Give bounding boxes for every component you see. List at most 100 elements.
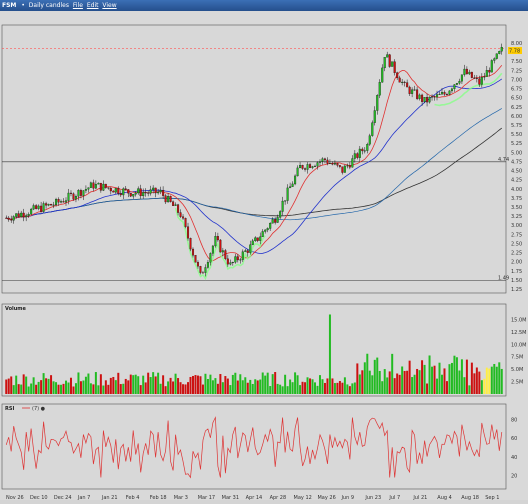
menu-edit[interactable]: Edit xyxy=(86,2,99,9)
candle-body xyxy=(296,167,299,177)
volume-bar xyxy=(381,381,384,394)
volume-bar xyxy=(301,381,304,394)
volume-bar xyxy=(194,375,197,394)
volume-bar xyxy=(261,372,264,394)
candle-body xyxy=(87,187,90,190)
candle-body xyxy=(172,201,175,206)
candle-body xyxy=(216,236,219,241)
candle-body xyxy=(453,84,456,90)
menu-file[interactable]: File xyxy=(72,2,83,9)
candle-body xyxy=(129,193,132,197)
price-tick-label: 5.00 xyxy=(511,150,522,156)
volume-bar xyxy=(353,382,356,394)
x-tick-label: Nov 26 xyxy=(6,495,24,500)
price-tick-label: 8.00 xyxy=(511,41,522,47)
volume-bar xyxy=(286,386,289,394)
x-tick-label: Apr 14 xyxy=(246,495,263,500)
candle-body xyxy=(211,245,214,254)
price-tick-label: 7.25 xyxy=(511,68,522,74)
volume-bar xyxy=(351,383,354,394)
candle-body xyxy=(152,187,155,190)
candle-body xyxy=(239,259,242,261)
price-tick-label: 1.50 xyxy=(511,278,522,284)
candle-body xyxy=(214,236,217,247)
volume-bar xyxy=(177,378,180,394)
chart-area[interactable]: 8.007.757.507.257.006.756.506.256.005.75… xyxy=(0,11,528,501)
volume-bar xyxy=(112,376,115,394)
volume-bar xyxy=(219,374,222,394)
candle-body xyxy=(179,212,182,217)
candle-body xyxy=(299,165,302,169)
volume-bar xyxy=(30,383,33,394)
rsi-tick-label: 40 xyxy=(511,455,517,461)
volume-bar xyxy=(231,374,234,394)
volume-bar xyxy=(22,374,25,394)
volume-tick-label: 2.5M xyxy=(511,380,523,386)
volume-bar xyxy=(169,377,172,394)
rsi-line xyxy=(5,416,503,479)
volume-bar xyxy=(438,362,441,394)
candle-body xyxy=(117,188,120,194)
candle-body xyxy=(326,159,329,164)
candle-body xyxy=(286,187,289,201)
volume-bar xyxy=(104,380,107,394)
volume-bar xyxy=(488,368,491,394)
rsi-legend: (7) ● xyxy=(32,406,46,412)
candle-body xyxy=(45,203,48,206)
candle-body xyxy=(438,93,441,95)
volume-bar xyxy=(67,382,70,394)
volume-bar xyxy=(20,384,23,394)
menu-view[interactable]: View xyxy=(102,2,117,9)
candle-body xyxy=(104,183,107,188)
volume-bar xyxy=(246,382,249,394)
volume-bar xyxy=(396,373,399,394)
volume-bar xyxy=(239,374,242,394)
last-price-label: 7.78 xyxy=(509,49,520,55)
price-tick-label: 2.00 xyxy=(511,260,522,266)
candle-body xyxy=(306,164,309,170)
x-tick-label: Jun 23 xyxy=(364,495,381,500)
candle-body xyxy=(465,68,468,75)
candle-body xyxy=(463,68,466,75)
price-tick-label: 7.50 xyxy=(511,59,522,65)
volume-bar xyxy=(498,362,501,394)
volume-bar xyxy=(254,379,257,394)
chart-canvas[interactable]: 8.007.757.507.257.006.756.506.256.005.75… xyxy=(0,11,528,501)
price-tick-label: 6.25 xyxy=(511,105,522,111)
candle-body xyxy=(338,165,341,167)
candle-body xyxy=(353,153,356,159)
candle-body xyxy=(256,237,259,241)
price-tick-label: 3.50 xyxy=(511,205,522,211)
volume-bar xyxy=(470,362,473,394)
hline-lower-label: 1.49 xyxy=(498,275,509,281)
volume-bar xyxy=(495,366,498,394)
candle-body xyxy=(42,203,45,212)
volume-bar xyxy=(440,374,443,394)
candle-body xyxy=(271,219,274,224)
candle-body xyxy=(284,200,287,202)
candle-body xyxy=(37,205,40,209)
candle-body xyxy=(62,201,65,203)
candle-body xyxy=(209,253,212,263)
volume-bar xyxy=(84,376,87,394)
volume-bar xyxy=(27,386,30,394)
candle-body xyxy=(186,226,190,239)
candle-body xyxy=(64,200,68,203)
volume-bar xyxy=(423,364,426,394)
volume-bar xyxy=(65,380,68,394)
price-tick-label: 6.75 xyxy=(511,87,522,93)
volume-bar xyxy=(421,360,424,394)
volume-bar xyxy=(346,384,349,394)
candle-body xyxy=(458,81,461,84)
x-tick-label: Feb 4 xyxy=(126,495,140,500)
volume-bar xyxy=(468,385,471,394)
candle-body xyxy=(124,188,127,190)
volume-bar xyxy=(378,370,381,394)
volume-bar xyxy=(157,372,160,394)
candle-body xyxy=(383,57,386,69)
volume-bar xyxy=(259,379,262,394)
volume-bar xyxy=(7,378,10,394)
candle-body xyxy=(224,250,227,259)
volume-bar xyxy=(127,380,130,394)
candle-body xyxy=(408,86,411,94)
